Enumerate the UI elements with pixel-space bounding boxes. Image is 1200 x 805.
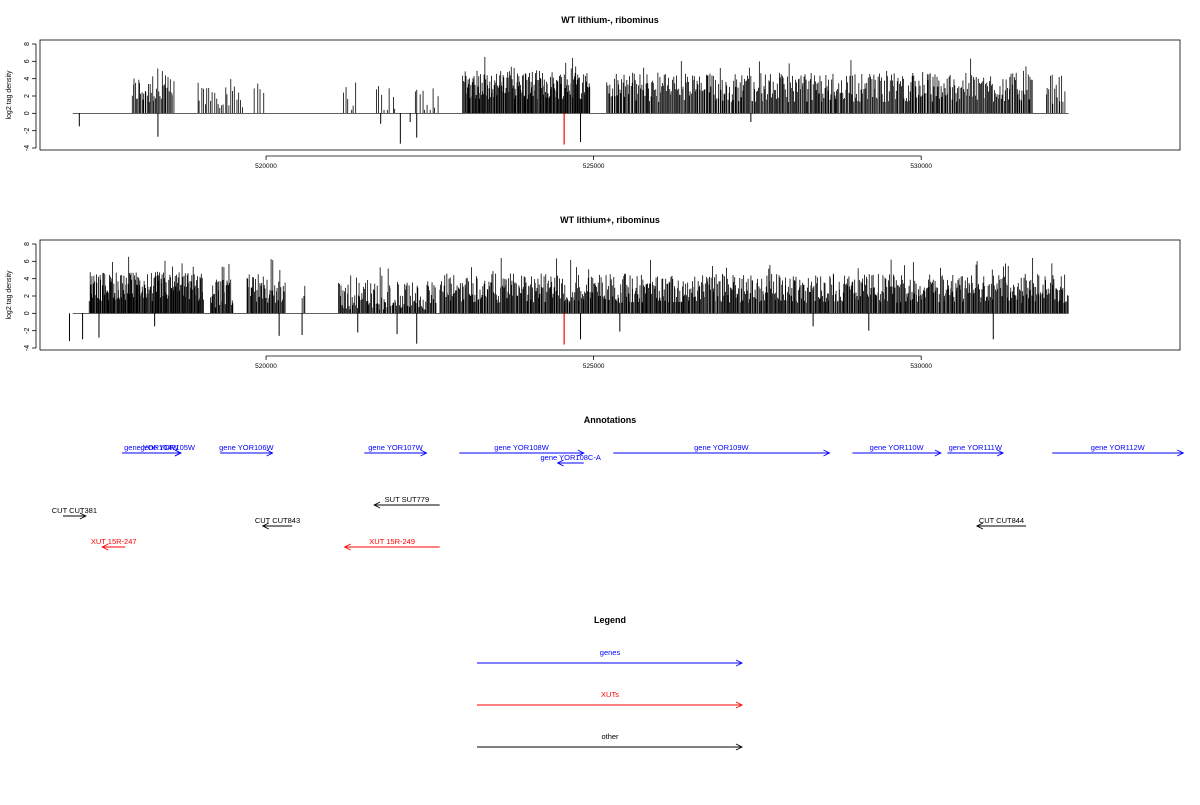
- feature-label: CUT CUT843: [255, 516, 300, 525]
- feature-label: gene YOR109W: [694, 443, 749, 452]
- y-axis: -4 -2 0 2 4 6 8: [24, 42, 37, 151]
- x-tick-label: 520000: [255, 363, 277, 370]
- arrow-head: [261, 522, 269, 530]
- arrow-head: [373, 501, 381, 509]
- feature: CUT CUT381: [52, 506, 97, 520]
- feature-label: gene YOR108W: [494, 443, 549, 452]
- feature-label: gene YOR112W: [1091, 443, 1146, 452]
- y-tick-label: 4: [24, 77, 31, 81]
- y-tick-label: -4: [24, 145, 31, 151]
- y-axis-label: log2 tag density: [6, 70, 13, 120]
- y-tick-label: 2: [24, 294, 31, 298]
- bars: [68, 256, 1069, 345]
- legend-title: Legend: [594, 615, 626, 625]
- legend-arrow-head: [735, 701, 744, 709]
- x-tick-label: 530000: [910, 163, 932, 170]
- feature: gene YOR110W: [852, 443, 942, 457]
- legend-label: other: [601, 732, 619, 741]
- legend-item: XUTs: [477, 690, 744, 709]
- feature: gene YOR112W: [1052, 443, 1185, 457]
- arrow-head: [556, 459, 564, 467]
- legend-item: other: [477, 732, 744, 751]
- feature: gene YOR108C-A: [541, 453, 601, 467]
- feature: XUT 15R-247: [91, 537, 137, 551]
- bars: [72, 56, 1069, 145]
- feature: gene YOR109W: [613, 443, 831, 457]
- arrow-head: [266, 449, 274, 457]
- feature-label: gene YOR110W: [870, 443, 925, 452]
- y-tick-label: -4: [24, 345, 31, 351]
- y-tick-label: -2: [24, 127, 31, 133]
- panel-lithium-minus: WT lithium-, ribominus log2 tag density …: [6, 15, 1181, 170]
- feature: gene YOR105W: [141, 443, 196, 457]
- legend-items: genes XUTs other: [477, 648, 744, 751]
- feature-label: gene YOR106W: [219, 443, 274, 452]
- arrow-head: [343, 543, 351, 551]
- panel-title: WT lithium+, ribominus: [560, 215, 660, 225]
- y-tick-label: -2: [24, 327, 31, 333]
- y-tick-label: 4: [24, 277, 31, 281]
- feature-label: gene YOR105W: [141, 443, 196, 452]
- feature: SUT SUT779: [373, 495, 440, 509]
- feature-label: XUT 15R-247: [91, 537, 137, 546]
- feature: gene YOR111W: [947, 443, 1005, 457]
- legend: Legend genes XUTs other: [477, 615, 744, 751]
- feature-label: gene YOR111W: [949, 443, 1003, 452]
- y-tick-label: 0: [24, 311, 31, 315]
- feature-label: CUT CUT844: [979, 516, 1024, 525]
- feature: gene YOR106W: [219, 443, 275, 457]
- y-tick-label: 2: [24, 94, 31, 98]
- x-tick-label: 530000: [910, 363, 932, 370]
- feature: XUT 15R-249: [343, 537, 440, 551]
- feature-label: gene YOR108C-A: [541, 453, 601, 462]
- y-tick-label: 8: [24, 242, 31, 246]
- legend-label: genes: [600, 648, 621, 657]
- arrow-head: [996, 449, 1005, 457]
- y-axis: -4 -2 0 2 4 6 8: [24, 242, 37, 351]
- arrow-head: [823, 449, 831, 457]
- legend-label: XUTs: [601, 690, 619, 699]
- x-tick-label: 525000: [583, 163, 605, 170]
- plot-frame: [39, 39, 1181, 151]
- arrow-head: [174, 449, 182, 457]
- feature-label: CUT CUT381: [52, 506, 97, 515]
- feature-label: gene YOR107W: [368, 443, 423, 452]
- feature-label: gene YOR104W: [124, 443, 179, 452]
- legend-item: genes: [477, 648, 744, 667]
- feature: CUT CUT844: [975, 516, 1027, 530]
- feature: gene YOR108W: [459, 443, 585, 457]
- panel-lithium-plus: WT lithium+, ribominus log2 tag density …: [6, 215, 1181, 370]
- arrow-head: [577, 449, 585, 457]
- arrow-head: [975, 522, 984, 530]
- x-axis: 520000 525000 530000: [255, 355, 932, 370]
- feature-label: SUT SUT779: [385, 495, 429, 504]
- arrow-head: [934, 449, 942, 457]
- arrow-head: [420, 449, 428, 457]
- legend-arrow-head: [735, 659, 744, 667]
- panel-title: WT lithium-, ribominus: [561, 15, 659, 25]
- arrow-head: [101, 543, 109, 551]
- feature-label: XUT 15R-249: [369, 537, 415, 546]
- feature: CUT CUT843: [255, 516, 300, 530]
- y-tick-label: 0: [24, 111, 31, 115]
- y-tick-label: 6: [24, 59, 31, 63]
- arrow-head: [79, 512, 87, 520]
- annotations-title: Annotations: [584, 415, 637, 425]
- plot-frame: [39, 239, 1181, 351]
- x-tick-label: 525000: [583, 363, 605, 370]
- x-axis: 520000 525000 530000: [255, 155, 932, 170]
- x-tick-label: 520000: [255, 163, 277, 170]
- feature: gene YOR107W: [364, 443, 428, 457]
- arrow-head: [1177, 449, 1185, 457]
- legend-arrow-head: [735, 743, 744, 751]
- y-tick-label: 8: [24, 42, 31, 46]
- y-tick-label: 6: [24, 259, 31, 263]
- y-axis-label: log2 tag density: [6, 270, 13, 320]
